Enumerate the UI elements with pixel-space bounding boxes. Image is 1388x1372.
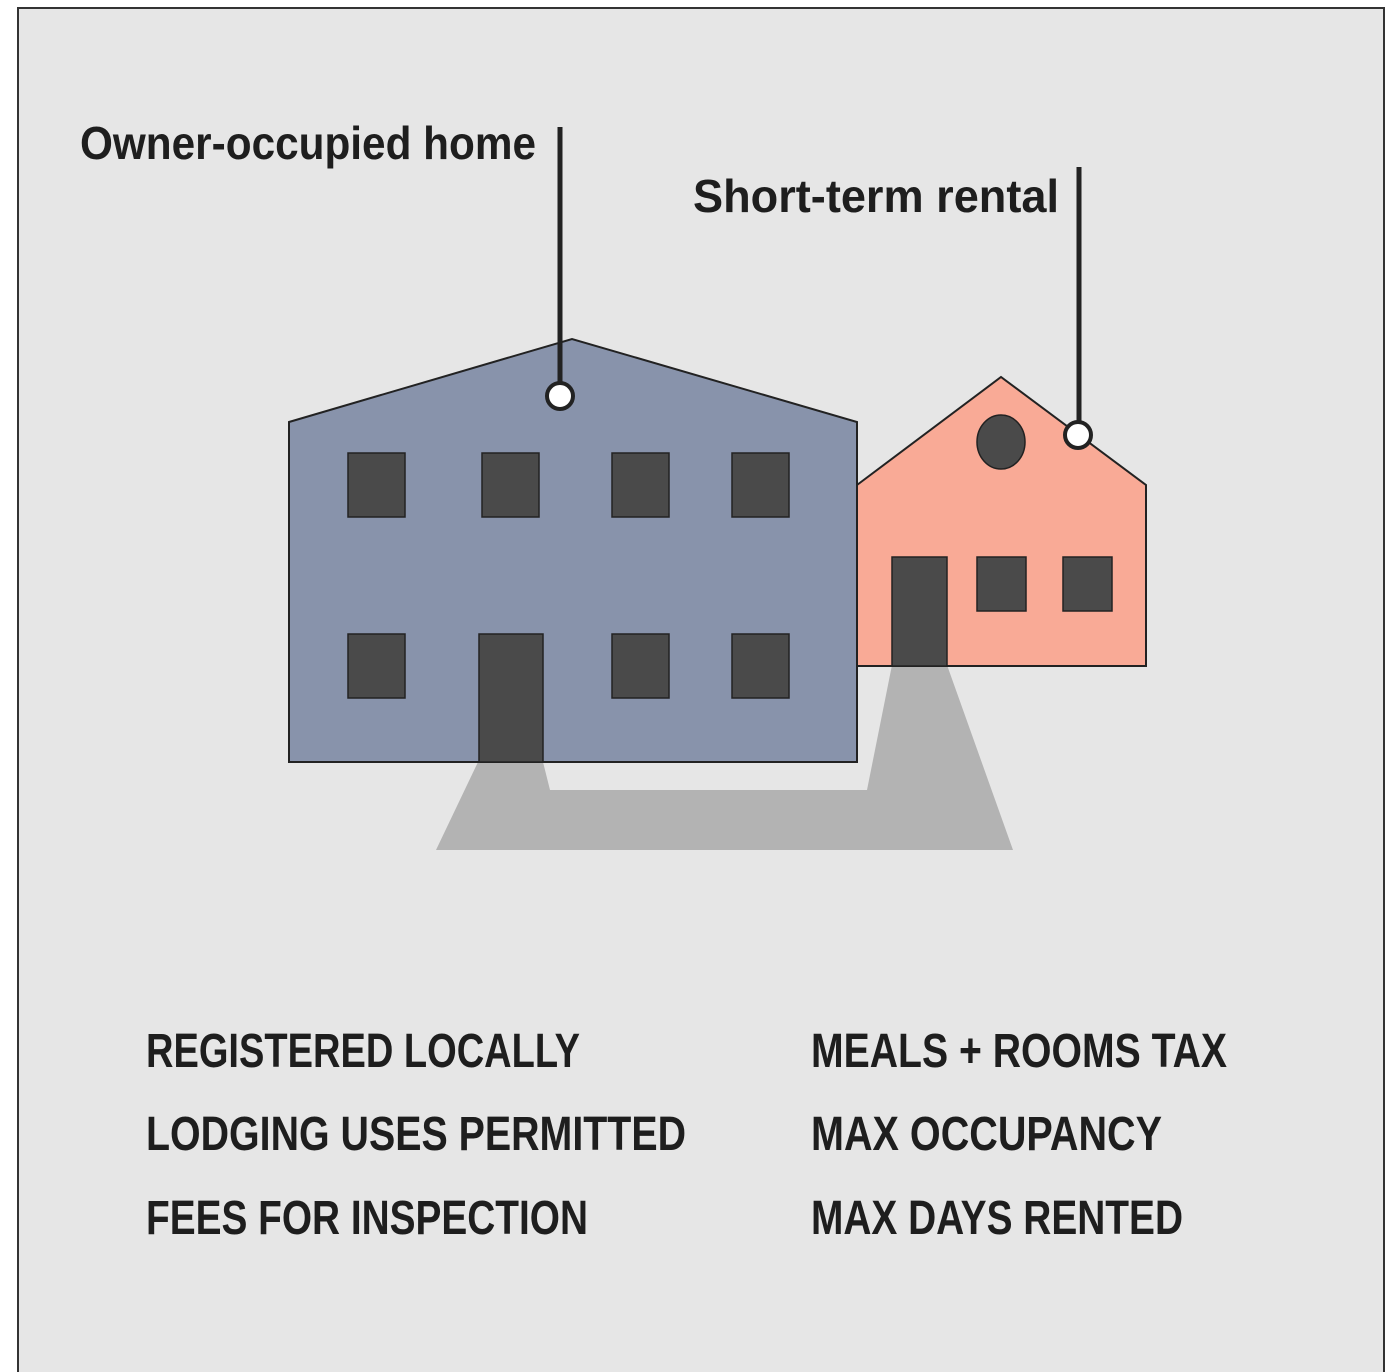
callout-dot xyxy=(1063,420,1093,450)
requirement: LODGING USES PERMITTED xyxy=(146,1108,686,1161)
requirement: REGISTERED LOCALLY xyxy=(146,1025,580,1078)
requirement: MEALS + ROOMS TAX xyxy=(811,1025,1227,1078)
label: Short-term rental xyxy=(693,170,1059,222)
requirements: REGISTERED LOCALLY LODGING USES PERMITTE… xyxy=(146,1025,1227,1245)
windows xyxy=(347,452,790,763)
rental-windows xyxy=(891,414,1113,667)
path xyxy=(436,665,1013,850)
label: Owner-occupied home xyxy=(80,117,536,169)
requirement: FEES FOR INSPECTION xyxy=(146,1192,588,1245)
requirement: MAX DAYS RENTED xyxy=(811,1192,1183,1245)
callout-dot xyxy=(545,381,575,411)
requirement: MAX OCCUPANCY xyxy=(811,1108,1162,1161)
